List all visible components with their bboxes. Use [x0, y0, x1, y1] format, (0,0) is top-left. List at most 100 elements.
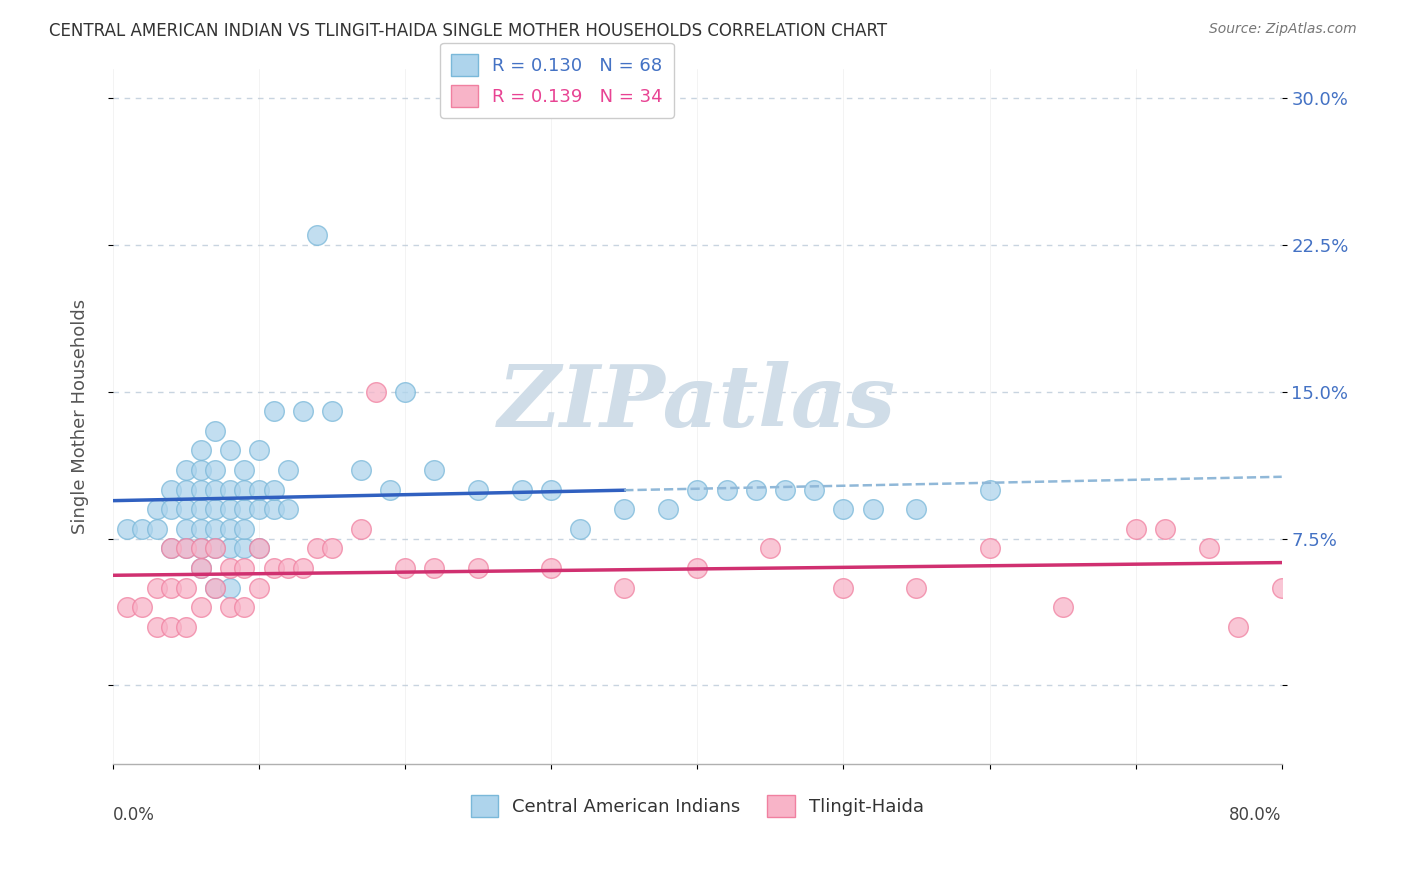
Text: 0.0%: 0.0%: [112, 805, 155, 823]
Point: [131, 600, 153, 615]
Point: [686, 483, 709, 497]
Point: [204, 581, 226, 595]
Point: [277, 502, 299, 516]
Point: [190, 561, 212, 575]
Point: [613, 502, 636, 516]
Point: [1198, 541, 1220, 556]
Point: [905, 581, 928, 595]
Point: [321, 541, 343, 556]
Point: [145, 522, 167, 536]
Point: [190, 541, 212, 556]
Point: [247, 483, 270, 497]
Point: [174, 522, 197, 536]
Point: [174, 483, 197, 497]
Point: [307, 541, 329, 556]
Legend: Central American Indians, Tlingit-Haida: Central American Indians, Tlingit-Haida: [464, 788, 931, 824]
Point: [291, 404, 314, 418]
Point: [160, 541, 183, 556]
Point: [218, 600, 240, 615]
Point: [803, 483, 825, 497]
Point: [190, 600, 212, 615]
Point: [204, 502, 226, 516]
Point: [233, 483, 256, 497]
Point: [773, 483, 796, 497]
Point: [905, 502, 928, 516]
Point: [190, 443, 212, 458]
Point: [190, 541, 212, 556]
Point: [160, 502, 183, 516]
Point: [204, 463, 226, 477]
Point: [510, 483, 533, 497]
Y-axis label: Single Mother Households: Single Mother Households: [72, 299, 89, 533]
Point: [263, 483, 285, 497]
Point: [263, 502, 285, 516]
Point: [218, 483, 240, 497]
Point: [160, 581, 183, 595]
Point: [247, 541, 270, 556]
Point: [745, 483, 768, 497]
Point: [613, 581, 636, 595]
Text: Source: ZipAtlas.com: Source: ZipAtlas.com: [1209, 22, 1357, 37]
Point: [204, 541, 226, 556]
Point: [540, 561, 562, 575]
Point: [174, 620, 197, 634]
Point: [218, 581, 240, 595]
Text: ZIPatlas: ZIPatlas: [498, 360, 897, 444]
Point: [117, 522, 139, 536]
Point: [190, 483, 212, 497]
Point: [174, 541, 197, 556]
Point: [218, 522, 240, 536]
Point: [321, 404, 343, 418]
Point: [657, 502, 679, 516]
Point: [394, 384, 416, 399]
Point: [204, 541, 226, 556]
Point: [174, 463, 197, 477]
Point: [218, 443, 240, 458]
Point: [190, 463, 212, 477]
Point: [247, 502, 270, 516]
Point: [233, 541, 256, 556]
Point: [233, 600, 256, 615]
Point: [218, 541, 240, 556]
Point: [247, 443, 270, 458]
Point: [117, 600, 139, 615]
Point: [277, 561, 299, 575]
Point: [1226, 620, 1249, 634]
Point: [307, 227, 329, 242]
Point: [263, 404, 285, 418]
Point: [204, 522, 226, 536]
Point: [1153, 522, 1175, 536]
Point: [423, 463, 446, 477]
Point: [204, 424, 226, 438]
Point: [291, 561, 314, 575]
Point: [233, 502, 256, 516]
Point: [247, 541, 270, 556]
Point: [218, 561, 240, 575]
Point: [145, 620, 167, 634]
Point: [190, 502, 212, 516]
Point: [160, 541, 183, 556]
Point: [759, 541, 782, 556]
Point: [247, 581, 270, 595]
Point: [569, 522, 592, 536]
Point: [233, 561, 256, 575]
Point: [190, 561, 212, 575]
Point: [979, 541, 1001, 556]
Point: [204, 483, 226, 497]
Point: [160, 620, 183, 634]
Point: [862, 502, 884, 516]
Point: [467, 561, 489, 575]
Point: [263, 561, 285, 575]
Point: [174, 541, 197, 556]
Point: [1125, 522, 1147, 536]
Point: [174, 502, 197, 516]
Point: [145, 502, 167, 516]
Point: [540, 483, 562, 497]
Text: 80.0%: 80.0%: [1229, 805, 1282, 823]
Point: [394, 561, 416, 575]
Point: [218, 502, 240, 516]
Point: [190, 522, 212, 536]
Point: [204, 581, 226, 595]
Point: [423, 561, 446, 575]
Point: [350, 463, 373, 477]
